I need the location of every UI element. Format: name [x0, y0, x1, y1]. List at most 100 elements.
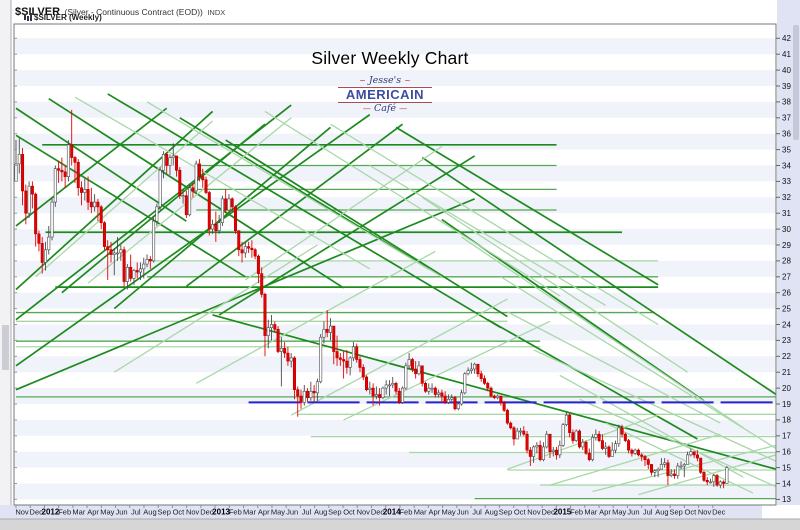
symbol-description: (Silver - Continuous Contract (EOD)) — [64, 7, 203, 17]
svg-text:34: 34 — [782, 161, 791, 170]
svg-text:2013: 2013 — [212, 508, 230, 517]
svg-text:38: 38 — [782, 98, 791, 107]
svg-text:27: 27 — [782, 273, 791, 282]
svg-text:Dec: Dec — [371, 508, 385, 517]
svg-text:Apr: Apr — [599, 508, 611, 517]
svg-text:Feb: Feb — [229, 508, 242, 517]
svg-text:Feb: Feb — [58, 508, 71, 517]
svg-text:21: 21 — [782, 368, 791, 377]
symbol-label: $SILVER — [15, 6, 61, 18]
svg-text:Jul: Jul — [131, 508, 141, 517]
flourish-icon: — — [362, 103, 371, 113]
svg-text:Aug: Aug — [655, 508, 668, 517]
svg-text:Mar: Mar — [584, 508, 597, 517]
flourish-icon: ~ — [359, 76, 366, 85]
svg-text:Nov: Nov — [527, 508, 541, 517]
svg-text:14: 14 — [782, 479, 791, 488]
svg-text:19: 19 — [782, 400, 791, 409]
svg-text:18: 18 — [782, 416, 791, 425]
svg-text:Oct: Oct — [514, 508, 527, 517]
svg-text:Jul: Jul — [643, 508, 653, 517]
svg-text:2015: 2015 — [553, 508, 571, 517]
svg-text:Dec: Dec — [541, 508, 555, 517]
chart-title: Silver Weekly Chart — [311, 48, 469, 68]
svg-text:22: 22 — [782, 352, 791, 361]
svg-text:Jun: Jun — [286, 508, 298, 517]
svg-text:2012: 2012 — [42, 508, 60, 517]
chart-header: $SILVER (Silver - Continuous Contract (E… — [15, 2, 225, 20]
svg-text:Dec: Dec — [30, 508, 44, 517]
svg-text:Dec: Dec — [200, 508, 214, 517]
price-bands — [14, 38, 776, 500]
logo-main-text: AMERICAIN — [338, 86, 432, 103]
svg-text:28: 28 — [782, 257, 791, 266]
svg-text:May: May — [100, 508, 114, 517]
svg-text:May: May — [612, 508, 626, 517]
svg-text:Oct: Oct — [343, 508, 356, 517]
svg-text:25: 25 — [782, 304, 791, 313]
svg-text:32: 32 — [782, 193, 791, 202]
svg-text:24: 24 — [782, 320, 791, 329]
svg-text:Sep: Sep — [499, 508, 512, 517]
svg-text:Mar: Mar — [414, 508, 427, 517]
svg-text:31: 31 — [782, 209, 791, 218]
svg-text:20: 20 — [782, 384, 791, 393]
left-gutter — [0, 0, 11, 530]
svg-text:16: 16 — [782, 448, 791, 457]
svg-text:Nov: Nov — [698, 508, 712, 517]
series-legend: $SILVER (Weekly) — [24, 13, 102, 22]
flourish-icon: ~ — [404, 76, 411, 85]
svg-text:Sep: Sep — [328, 508, 341, 517]
svg-text:Sep: Sep — [669, 508, 682, 517]
svg-text:36: 36 — [782, 130, 791, 139]
svg-text:Oct: Oct — [685, 508, 698, 517]
cafe-logo: ~ Jesse's ~ AMERICAIN — Café — — [330, 76, 440, 114]
candlestick-icon — [24, 13, 32, 21]
logo-script-top: ~ Jesse's ~ — [359, 75, 411, 86]
svg-text:35: 35 — [782, 145, 791, 154]
series-label: $SILVER (Weekly) — [34, 13, 102, 22]
svg-text:Apr: Apr — [258, 508, 270, 517]
window-bottom-bar — [0, 519, 800, 530]
svg-text:Mar: Mar — [243, 508, 256, 517]
svg-text:Sep: Sep — [158, 508, 171, 517]
index-tag: INDX — [207, 8, 226, 17]
svg-text:13: 13 — [782, 495, 791, 504]
svg-text:42: 42 — [782, 34, 791, 43]
svg-text:Jun: Jun — [457, 508, 469, 517]
svg-text:23: 23 — [782, 336, 791, 345]
svg-text:15: 15 — [782, 463, 791, 472]
svg-text:30: 30 — [782, 225, 791, 234]
svg-text:Mar: Mar — [72, 508, 85, 517]
svg-text:Apr: Apr — [429, 508, 441, 517]
svg-text:Aug: Aug — [314, 508, 327, 517]
svg-text:Feb: Feb — [399, 508, 412, 517]
svg-text:Oct: Oct — [173, 508, 186, 517]
svg-text:Dec: Dec — [712, 508, 726, 517]
svg-text:29: 29 — [782, 241, 791, 250]
svg-text:Feb: Feb — [570, 508, 583, 517]
x-axis-panel — [0, 505, 762, 519]
svg-text:Aug: Aug — [143, 508, 156, 517]
trendlines — [15, 93, 776, 500]
svg-text:39: 39 — [782, 82, 791, 91]
y-axis-labels: 42 41 40 39 38 37 36 35 34 33 32 31 30 29 28 27 26 25 24 23… — [14, 34, 791, 504]
svg-text:33: 33 — [782, 177, 791, 186]
svg-text:Apr: Apr — [87, 508, 99, 517]
svg-text:Aug: Aug — [485, 508, 498, 517]
svg-text:Nov: Nov — [357, 508, 371, 517]
svg-text:May: May — [271, 508, 285, 517]
svg-text:Nov: Nov — [15, 508, 29, 517]
svg-text:Jun: Jun — [115, 508, 127, 517]
svg-text:Jul: Jul — [302, 508, 312, 517]
plot-border — [13, 23, 777, 506]
scrollbar-thumb — [793, 25, 799, 140]
svg-text:Jul: Jul — [472, 508, 482, 517]
svg-text:17: 17 — [782, 432, 791, 441]
flourish-icon: — — [399, 103, 408, 113]
svg-text:37: 37 — [782, 114, 791, 123]
splitter-handle — [2, 325, 9, 370]
